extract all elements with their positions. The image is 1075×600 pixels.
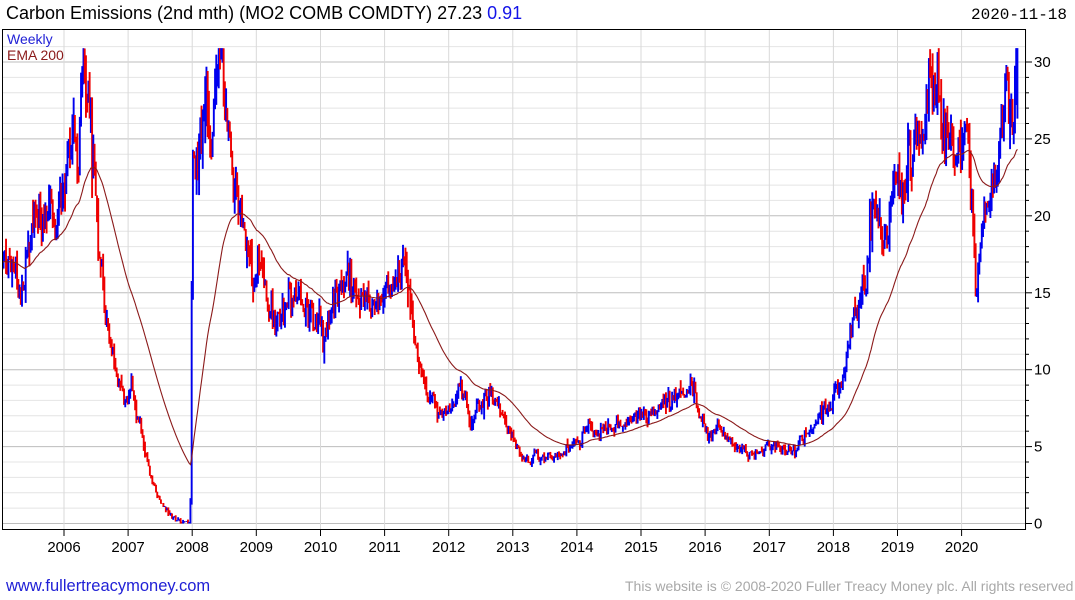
svg-text:30: 30 (1034, 54, 1051, 71)
svg-text:2008: 2008 (176, 539, 209, 556)
svg-text:25: 25 (1034, 131, 1051, 148)
svg-text:10: 10 (1034, 362, 1051, 379)
svg-text:2017: 2017 (753, 539, 786, 556)
svg-text:2020: 2020 (945, 539, 978, 556)
svg-text:2018: 2018 (817, 539, 850, 556)
svg-text:2007: 2007 (111, 539, 144, 556)
svg-text:2011: 2011 (368, 539, 400, 556)
svg-text:2013: 2013 (496, 539, 529, 556)
svg-text:2006: 2006 (47, 539, 80, 556)
svg-text:2014: 2014 (560, 539, 593, 556)
svg-text:20: 20 (1034, 208, 1051, 225)
svg-text:2009: 2009 (240, 539, 273, 556)
svg-text:2012: 2012 (432, 539, 465, 556)
svg-text:2015: 2015 (624, 539, 657, 556)
svg-text:2016: 2016 (688, 539, 721, 556)
svg-text:5: 5 (1034, 439, 1042, 456)
svg-text:15: 15 (1034, 285, 1051, 302)
svg-text:2019: 2019 (881, 539, 914, 556)
svg-text:2010: 2010 (304, 539, 337, 556)
svg-text:0: 0 (1034, 516, 1042, 533)
